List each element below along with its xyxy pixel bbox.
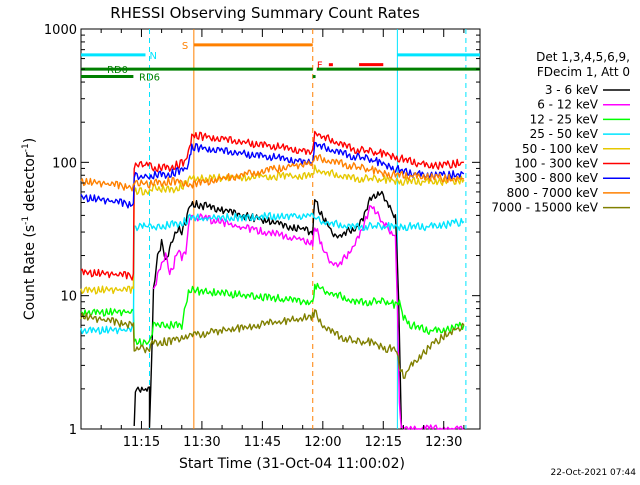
series-layer: [80, 130, 465, 430]
plot-area: N S F RD0 RD6 11:15 11:30 11:45 12:00 12:15 12:30…: [44, 23, 481, 450]
y-axis-label: Count Rate (s-1 detector-1): [21, 138, 38, 320]
plot-frame: [80, 28, 481, 430]
legend-header-line-2: FDecim 1, Att 0: [537, 65, 630, 79]
legend-label-7000-15000-kev: 7000 - 15000 keV: [491, 201, 598, 215]
x-tick-label: 12:15: [365, 435, 402, 450]
axis-layer: 11:15 11:30 11:45 12:00 12:15 12:30 1 10 100 1000: [44, 23, 480, 450]
y-tick-label: 100: [52, 156, 77, 171]
legend-label-6-12-kev: 6 - 12 keV: [537, 98, 599, 112]
y-axis-label-part1: Count Rate (s: [22, 225, 38, 320]
x-tick-label: 11:45: [244, 435, 281, 450]
legend-label-300-800-kev: 300 - 800 keV: [514, 171, 598, 185]
series-line-7000-15000-kev: [80, 309, 465, 379]
chart-title: RHESSI Observing Summary Count Rates: [110, 4, 420, 22]
legend-label-100-300-kev: 100 - 300 keV: [514, 157, 598, 171]
y-axis-label-part3: ): [22, 138, 38, 143]
legend-label-3-6-kev: 3 - 6 keV: [545, 83, 599, 97]
flag-layer: N S F RD0 RD6: [81, 41, 480, 84]
y-tick-label: 10: [60, 290, 77, 305]
series-line-12-25-kev: [80, 282, 465, 347]
legend-label-800-7000-kev: 800 - 7000 keV: [507, 186, 599, 200]
flag-label-n: N: [149, 51, 156, 62]
series-line-6-12-kev: [152, 204, 464, 430]
x-tick-label: 11:15: [123, 435, 160, 450]
x-tick-label: 11:30: [183, 435, 220, 450]
series-line-25-50-kev: [80, 211, 465, 335]
flag-label-rd6: RD6: [139, 73, 160, 84]
legend: Det 1,3,4,5,6,9, FDecim 1, Att 0 3 - 6 k…: [491, 50, 630, 215]
footer-date: 22-Oct-2021 07:44: [551, 468, 637, 478]
series-line-800-7000-kev: [80, 153, 465, 192]
y-tick-label: 1000: [44, 23, 77, 38]
legend-header-line-1: Det 1,3,4,5,6,9,: [536, 50, 630, 64]
y-axis-label-sup2: -1: [21, 143, 31, 152]
series-line-300-800-kev: [80, 141, 465, 209]
x-axis-label: Start Time (31-Oct-04 11:00:02): [179, 456, 405, 472]
y-tick-label: 1: [69, 423, 77, 438]
y-axis-label-part2: detector: [22, 152, 38, 216]
flag-label-rd0: RD0: [107, 65, 128, 76]
x-tick-label: 12:30: [425, 435, 462, 450]
flag-label-f: F: [317, 61, 323, 72]
event-lines: [149, 29, 467, 429]
x-tick-label: 12:00: [304, 435, 341, 450]
series-line-100-300-kev: [80, 130, 464, 281]
legend-label-50-100-kev: 50 - 100 keV: [522, 142, 599, 156]
y-axis-label-sup1: -1: [21, 216, 31, 225]
legend-label-12-25-kev: 12 - 25 keV: [530, 112, 599, 126]
series-line-50-100-kev: [80, 164, 465, 295]
legend-label-25-50-kev: 25 - 50 keV: [530, 127, 599, 141]
flag-label-s: S: [182, 41, 188, 52]
